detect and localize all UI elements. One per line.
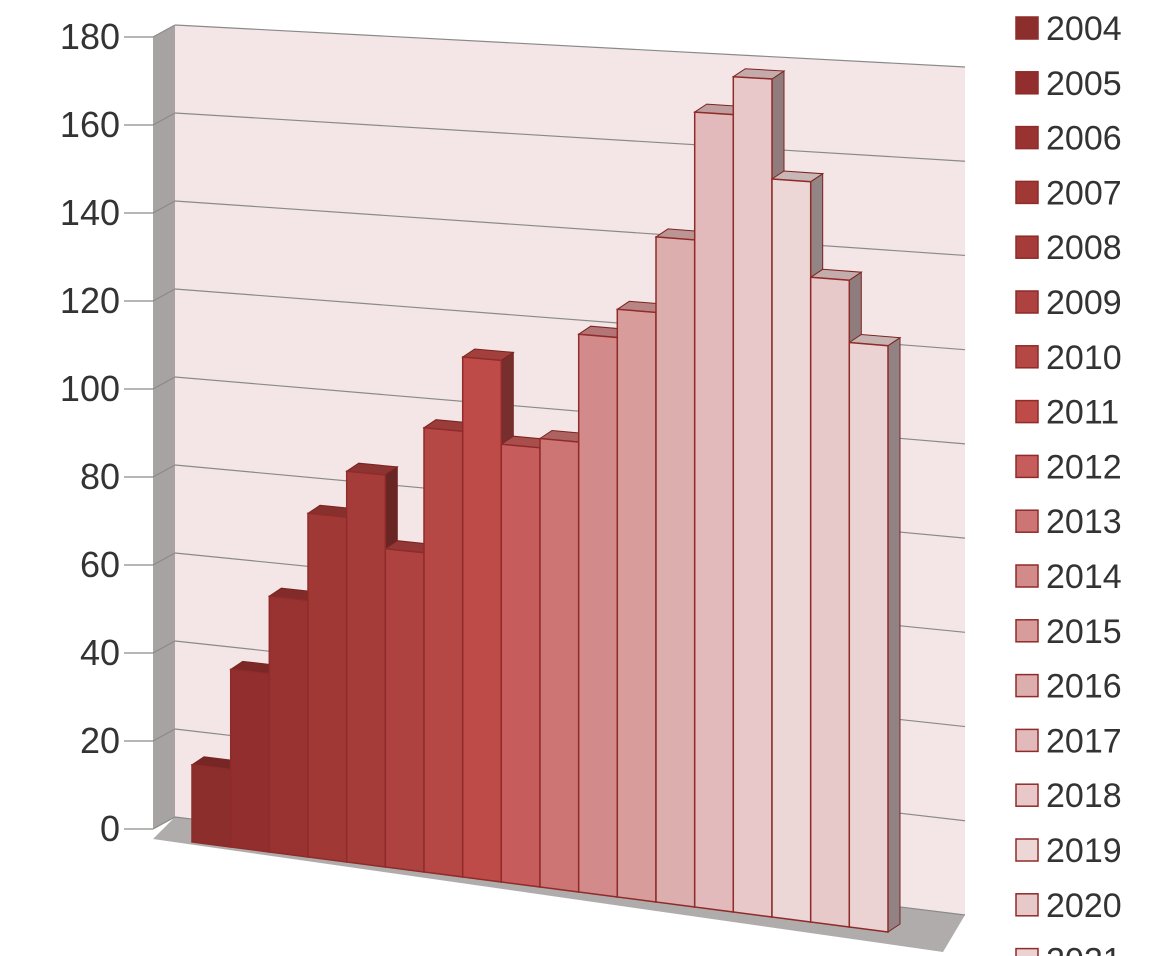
legend-label-2004: 2004 [1046, 10, 1122, 48]
side-gridline [152, 552, 176, 566]
bar-2017 [693, 111, 735, 913]
bar-2008 [345, 470, 387, 868]
y-tick-label: 100 [60, 368, 120, 409]
legend-swatch-2021 [1015, 947, 1039, 956]
legend-label-2018: 2018 [1046, 777, 1122, 815]
legend-swatch-2005 [1015, 71, 1039, 95]
bar-2005 [229, 668, 271, 853]
bar-2012 [500, 443, 541, 888]
legend-swatch-2017 [1015, 728, 1039, 753]
bar-2020 [809, 276, 851, 928]
bar-2011 [461, 356, 503, 883]
legend-label-2015: 2015 [1046, 613, 1122, 651]
legend-label-2017: 2017 [1046, 722, 1122, 760]
side-gridline [152, 24, 176, 38]
legend-swatch-2004 [1015, 16, 1039, 40]
legend-label-2013: 2013 [1046, 503, 1122, 541]
legend-swatch-2006 [1015, 125, 1039, 150]
legend-label-2009: 2009 [1046, 284, 1122, 322]
gridline [174, 24, 966, 68]
legend-label-2007: 2007 [1046, 174, 1122, 212]
side-gridline [152, 728, 176, 742]
legend-label-2012: 2012 [1046, 448, 1122, 486]
side-gridline [152, 640, 176, 654]
y-tick-label: 40 [80, 632, 120, 673]
side-gridline [152, 200, 176, 214]
bar-2019 [771, 178, 812, 923]
legend-label-2008: 2008 [1046, 229, 1122, 267]
y-tick-label: 20 [80, 720, 120, 761]
gridline [174, 112, 966, 162]
side-gridline [152, 112, 176, 126]
legend-label-2019: 2019 [1046, 832, 1122, 870]
y-tick-label: 0 [100, 808, 120, 849]
legend-swatch-2020 [1015, 893, 1039, 917]
legend-swatch-2012 [1015, 454, 1039, 479]
legend-label-2010: 2010 [1046, 339, 1122, 377]
legend-swatch-2015 [1015, 619, 1039, 643]
legend-label-2021: 2021 [1046, 942, 1122, 956]
side-gridline [152, 816, 176, 830]
y-tick-label: 60 [80, 544, 120, 585]
bar-2015 [616, 308, 657, 903]
bar-2013 [539, 437, 580, 893]
legend-label-2005: 2005 [1046, 65, 1122, 103]
side-gridline [152, 376, 176, 390]
y-tick-label: 120 [60, 280, 120, 321]
bar-2021 [848, 341, 889, 933]
bar-2009 [384, 547, 425, 873]
legend-swatch-2013 [1015, 509, 1039, 533]
legend-label-2011: 2011 [1046, 394, 1119, 432]
y-tick-label: 160 [60, 104, 120, 145]
side-gridline [152, 288, 176, 302]
legend-label-2014: 2014 [1046, 558, 1122, 596]
legend-swatch-2009 [1015, 290, 1039, 314]
gridline [174, 200, 966, 257]
y-tick-label: 140 [60, 192, 120, 233]
legend-swatch-2019 [1015, 838, 1039, 862]
legend-label-2020: 2020 [1046, 887, 1122, 925]
bar-2010 [423, 426, 464, 878]
side-wall [153, 25, 175, 829]
legend-label-2016: 2016 [1046, 668, 1122, 706]
legend-swatch-2011 [1015, 399, 1039, 424]
bar-2014 [577, 333, 619, 898]
legend-swatch-2008 [1015, 235, 1039, 259]
legend-swatch-2018 [1015, 783, 1039, 807]
y-tick-label: 80 [80, 456, 120, 497]
bar-2016 [655, 236, 696, 908]
legend-swatch-2010 [1015, 345, 1039, 369]
bar-side-2021 [887, 336, 901, 933]
legend-swatch-2014 [1015, 564, 1039, 588]
bar-2004 [191, 763, 232, 848]
bar-2007 [307, 512, 348, 863]
legend-swatch-2016 [1015, 673, 1039, 698]
bar-2018 [732, 75, 773, 918]
bar-2006 [268, 595, 309, 858]
legend-swatch-2007 [1015, 180, 1039, 205]
y-tick-label: 180 [60, 16, 120, 57]
legend-label-2006: 2006 [1046, 120, 1122, 158]
side-gridline [152, 464, 176, 478]
